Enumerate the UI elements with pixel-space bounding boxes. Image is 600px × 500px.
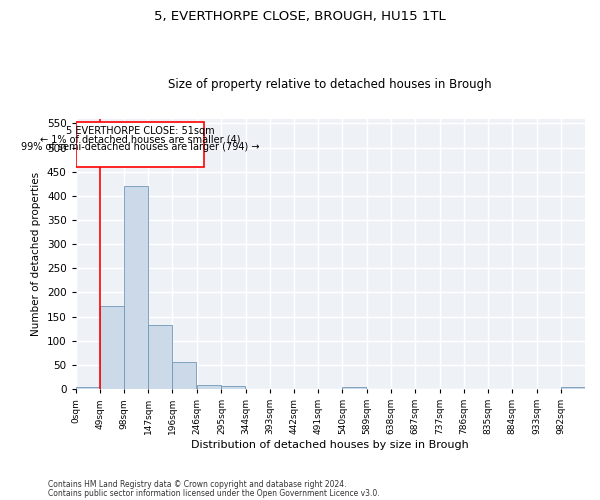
Title: Size of property relative to detached houses in Brough: Size of property relative to detached ho… — [169, 78, 492, 91]
Text: Contains HM Land Registry data © Crown copyright and database right 2024.: Contains HM Land Registry data © Crown c… — [48, 480, 347, 489]
Bar — [76, 387, 100, 389]
Bar — [561, 387, 585, 389]
Bar — [197, 385, 221, 389]
Text: 5, EVERTHORPE CLOSE, BROUGH, HU15 1TL: 5, EVERTHORPE CLOSE, BROUGH, HU15 1TL — [154, 10, 446, 23]
Text: Contains public sector information licensed under the Open Government Licence v3: Contains public sector information licen… — [48, 488, 380, 498]
Text: 5 EVERTHORPE CLOSE: 51sqm: 5 EVERTHORPE CLOSE: 51sqm — [65, 126, 214, 136]
Bar — [100, 306, 124, 389]
Text: ← 1% of detached houses are smaller (4): ← 1% of detached houses are smaller (4) — [40, 134, 240, 144]
Bar — [76, 122, 204, 167]
Bar — [343, 387, 367, 389]
Bar — [124, 186, 148, 389]
X-axis label: Distribution of detached houses by size in Brough: Distribution of detached houses by size … — [191, 440, 469, 450]
Bar — [148, 325, 172, 389]
Text: 99% of semi-detached houses are larger (794) →: 99% of semi-detached houses are larger (… — [20, 142, 259, 152]
Bar — [172, 362, 196, 389]
Y-axis label: Number of detached properties: Number of detached properties — [31, 172, 41, 336]
Bar — [221, 386, 245, 389]
